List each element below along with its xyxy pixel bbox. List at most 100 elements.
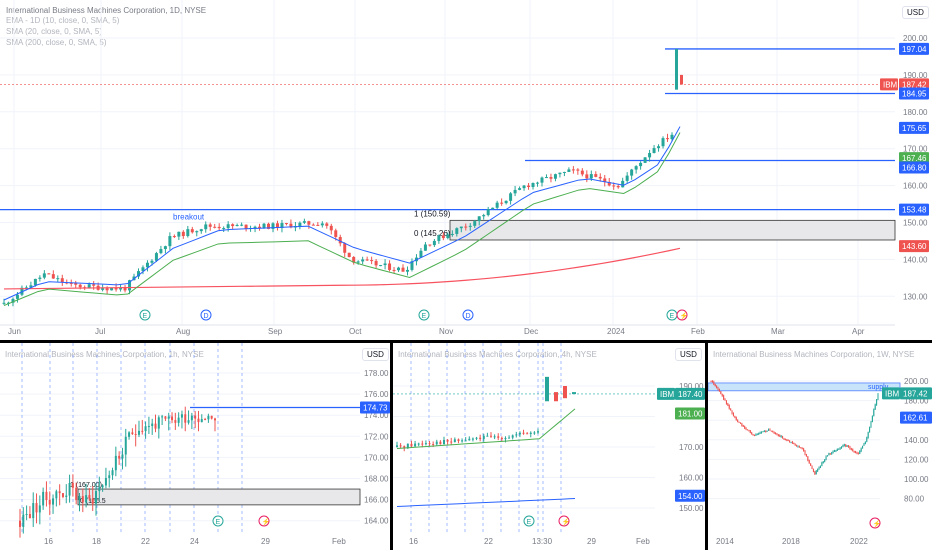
main-candle xyxy=(621,180,625,188)
bl-candle xyxy=(101,485,104,488)
main-candle xyxy=(262,223,266,229)
currency-button[interactable]: USD xyxy=(902,6,929,19)
bl-candle xyxy=(78,496,81,501)
hourly-currency-button[interactable]: USD xyxy=(362,348,389,361)
main-candle xyxy=(675,49,678,90)
fib-level-0-label: 0 (145.26) xyxy=(414,229,451,238)
main-candle xyxy=(392,269,396,271)
main-candle xyxy=(410,261,414,270)
main-candle xyxy=(616,186,620,188)
pane-separator-right[interactable] xyxy=(705,343,708,550)
main-candle xyxy=(598,176,602,179)
main-candle xyxy=(576,169,580,171)
bl-candle xyxy=(128,432,131,437)
main-y-tick: 170.00 xyxy=(903,145,928,154)
bl-candle xyxy=(161,416,164,418)
bm-candle xyxy=(396,445,398,447)
hourly-chart-canvas[interactable]: 178.00 176.00 174.00 172.00 170.00 168.00 166.… xyxy=(0,343,390,550)
main-x-tick: Feb xyxy=(691,327,705,336)
main-candle xyxy=(401,267,405,272)
br-candle xyxy=(833,450,835,452)
bm-candle xyxy=(511,435,514,438)
main-candle xyxy=(302,221,306,223)
main-chart-canvas[interactable]: 200.00 190.00 180.00 170.00 160.00 150.00 140.… xyxy=(0,0,932,340)
main-candle xyxy=(74,282,78,285)
br-split-icon-ring xyxy=(869,517,881,529)
bm-x-tick: 16 xyxy=(409,537,418,546)
event-marker-e: E xyxy=(143,313,148,320)
pane-separator-left[interactable] xyxy=(390,343,393,550)
br-candle xyxy=(728,405,730,409)
weekly-chart-pane[interactable]: International Business Machines Corporat… xyxy=(708,343,932,550)
br-candle xyxy=(801,448,803,450)
main-candle xyxy=(347,252,351,257)
bm-candle xyxy=(475,437,478,439)
main-y-tick: 180.00 xyxy=(903,108,928,117)
bl-candle xyxy=(42,491,45,506)
bl-candle xyxy=(28,514,31,519)
bl-candle xyxy=(45,491,48,501)
bm-candle xyxy=(443,439,445,445)
bm-candle xyxy=(526,433,529,435)
four-hour-currency-button[interactable]: USD xyxy=(675,348,702,361)
bm-candle xyxy=(508,437,511,439)
br-candle xyxy=(769,429,771,431)
br-candle xyxy=(838,448,840,450)
main-candle xyxy=(553,174,557,179)
weekly-chart-canvas[interactable]: 200.00180.00160.00140.00120.00100.0080.0… xyxy=(708,343,932,550)
br-candle xyxy=(773,432,775,434)
bm-x-tick: Feb xyxy=(636,537,650,546)
main-candle xyxy=(540,177,544,183)
bl-split-icon-ring xyxy=(258,515,270,527)
indicator-sma20[interactable]: SMA (20, close, 0, SMA, 5) xyxy=(6,27,103,36)
tag-187: 187.42 xyxy=(902,80,927,89)
main-candle xyxy=(307,221,311,225)
br-candle xyxy=(866,437,868,442)
indicator-sma200[interactable]: SMA (200, close, 0, SMA, 5) xyxy=(6,38,107,47)
bl-tag-174: 174.73 xyxy=(363,403,388,412)
bm-x-tick: 22 xyxy=(484,537,493,546)
br-candle xyxy=(718,389,720,392)
main-candle xyxy=(661,138,665,147)
br-candle xyxy=(746,429,748,431)
main-candle xyxy=(585,174,589,179)
main-candle xyxy=(437,235,441,241)
main-candle xyxy=(235,225,239,227)
main-candle xyxy=(365,259,369,261)
main-chart-pane[interactable]: International Business Machines Corporat… xyxy=(0,0,932,340)
main-candle xyxy=(544,177,548,179)
bm-earnings-marker-ring xyxy=(523,515,535,527)
br-candle xyxy=(877,393,879,400)
main-candle xyxy=(15,294,19,299)
event-marker-e-ring xyxy=(139,309,151,321)
main-candle xyxy=(280,223,284,229)
main-candle xyxy=(199,229,203,232)
tag-184: 184.95 xyxy=(902,90,927,99)
bm-earnings-marker: E xyxy=(527,519,532,526)
main-candle xyxy=(311,224,315,226)
br-candle xyxy=(853,451,855,453)
br-candle xyxy=(775,433,777,435)
br-candle xyxy=(841,447,843,449)
pane-separator-horizontal[interactable] xyxy=(0,340,932,343)
four-hour-chart-pane[interactable]: International Business Machines Corporat… xyxy=(393,343,705,550)
bm-tag-187: 187.40 xyxy=(678,390,703,399)
br-candle xyxy=(842,445,844,448)
br-candle xyxy=(713,381,715,385)
indicator-ema[interactable]: EMA - 1D (10, close, 0, SMA, 5) xyxy=(6,16,120,25)
br-candle xyxy=(783,438,785,440)
br-candle xyxy=(759,432,761,434)
bl-candle xyxy=(55,491,58,499)
br-candle xyxy=(737,420,739,422)
br-candle xyxy=(800,447,802,449)
main-candle xyxy=(253,226,257,229)
main-x-tick: Jul xyxy=(95,327,105,336)
bl-candle xyxy=(214,418,216,421)
main-candle xyxy=(558,172,562,175)
br-candle xyxy=(754,434,756,436)
hourly-chart-pane[interactable]: International Business Machines Corporat… xyxy=(0,343,390,550)
four-hour-chart-canvas[interactable]: 190.00180.00170.00160.00150.00162213:302… xyxy=(393,343,705,550)
br-y-tick: 80.00 xyxy=(904,495,925,504)
br-candle xyxy=(864,441,866,444)
main-y-tick: 140.00 xyxy=(903,255,928,264)
